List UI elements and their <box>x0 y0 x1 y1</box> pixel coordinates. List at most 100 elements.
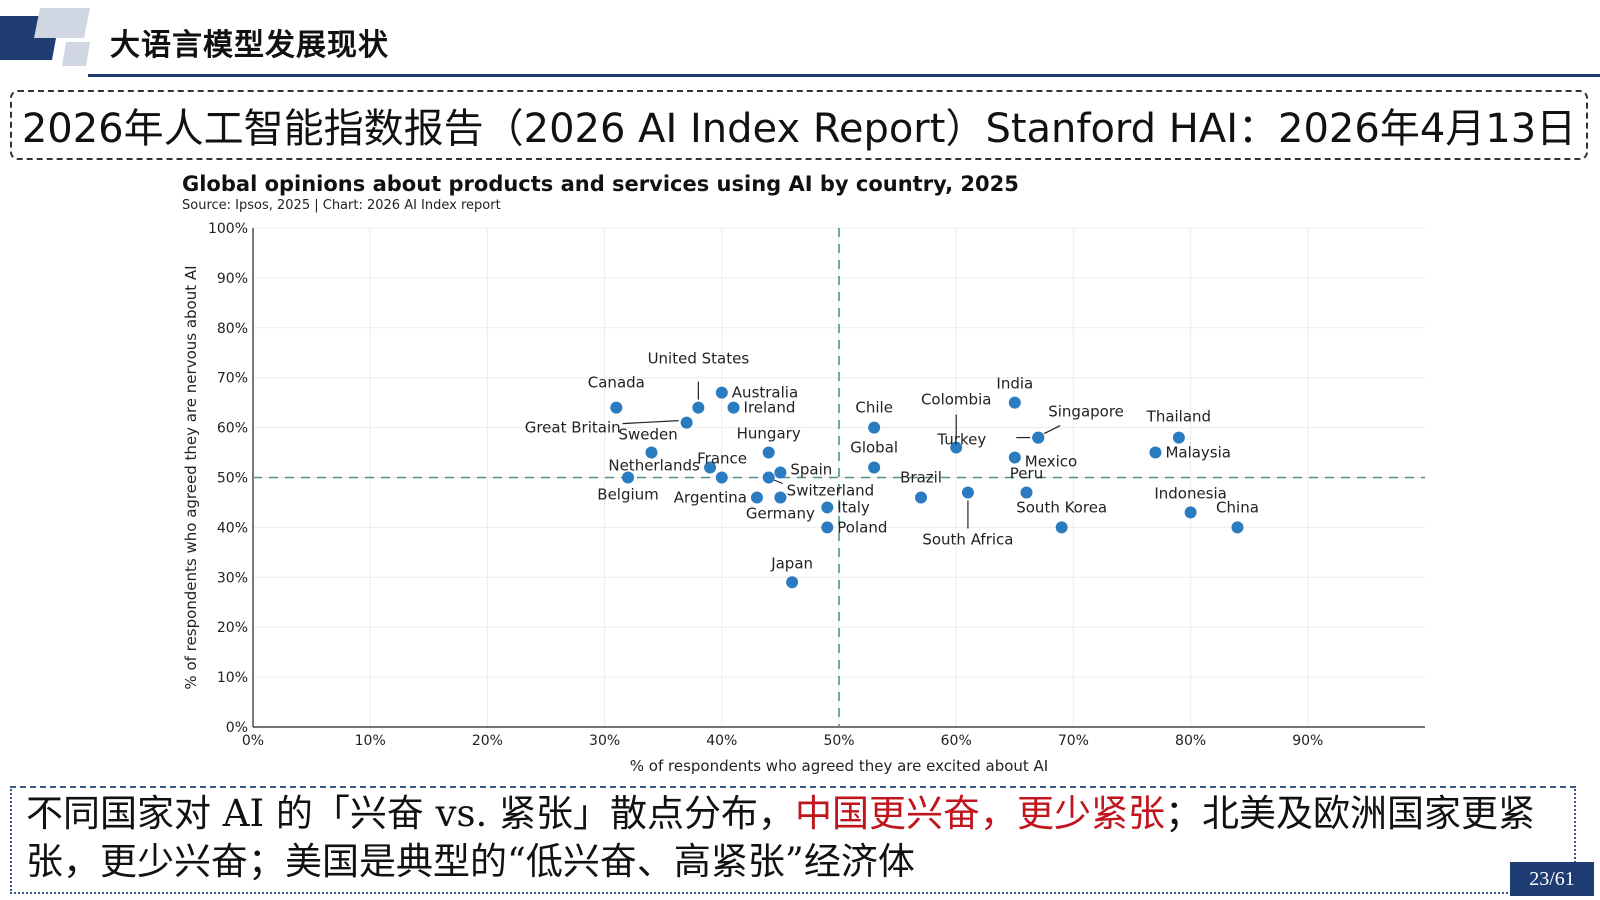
y-tick-label: 40% <box>217 520 248 536</box>
data-point <box>774 466 787 479</box>
data-point <box>1172 431 1185 444</box>
header-divider <box>88 74 1600 77</box>
point-label: Indonesia <box>1154 484 1227 502</box>
data-point <box>786 576 799 589</box>
data-point <box>1231 521 1244 534</box>
summary-note: 不同国家对 AI 的「兴奋 vs. 紧张」散点分布，中国更兴奋，更少紧张；北美及… <box>10 786 1576 894</box>
point-label: Ireland <box>744 399 796 417</box>
y-tick-label: 60% <box>217 421 248 437</box>
point-label: Malaysia <box>1165 444 1231 462</box>
data-point <box>762 471 775 484</box>
data-point <box>680 416 693 429</box>
point-label: Belgium <box>597 486 659 504</box>
data-point <box>622 471 635 484</box>
y-tick-label: 80% <box>217 321 248 337</box>
y-tick-label: 100% <box>208 221 248 237</box>
scatter-chart: 0% 10% 20% 30% 40% 50% 60% 70% 80% 90% 0% 10% 20% 30%… <box>182 221 1425 775</box>
data-point <box>915 491 928 504</box>
point-label: Mexico <box>1025 453 1077 471</box>
data-point <box>704 461 717 474</box>
point-label: Thailand <box>1146 408 1211 426</box>
y-tick-label: 0% <box>226 720 248 736</box>
chart-title: Global opinions about products and servi… <box>182 172 1019 196</box>
point-label: Spain <box>790 461 832 479</box>
data-point <box>715 386 728 399</box>
data-point <box>1008 451 1021 464</box>
data-point <box>727 401 740 414</box>
point-label: Chile <box>855 399 893 417</box>
x-tick-label: 60% <box>941 733 972 749</box>
point-label: Singapore <box>1048 403 1124 421</box>
data-point <box>950 441 963 454</box>
banner-box: 2026年人工智能指数报告（2026 AI Index Report）Stanf… <box>10 90 1588 160</box>
logo-mark <box>0 8 90 66</box>
point-label: Japan <box>770 554 813 572</box>
x-tick-label: 50% <box>823 733 854 749</box>
leader-line <box>772 478 783 485</box>
data-point <box>762 446 775 459</box>
x-axis-title: % of respondents who agreed they are exc… <box>630 757 1048 775</box>
header-title: 大语言模型发展现状 <box>110 28 389 63</box>
data-point <box>774 491 787 504</box>
data-point <box>961 486 974 499</box>
data-point <box>1032 431 1045 444</box>
point-label: Great Britain <box>525 419 621 437</box>
summary-part-2: ；北美及欧洲国家更紧张，更少兴奋；美国是典型的“低兴奋、高紧张”经济体 <box>26 792 1536 883</box>
data-point <box>1020 486 1033 499</box>
y-axis-title: % of respondents who agreed they are ner… <box>182 265 200 689</box>
chart-source: Source: Ipsos, 2025 | Chart: 2026 AI Ind… <box>182 198 501 213</box>
point-label: Sweden <box>618 426 677 444</box>
point-label: South Africa <box>922 530 1013 548</box>
data-point <box>610 401 623 414</box>
point-label: Hungary <box>737 425 801 443</box>
y-tick-label: 20% <box>217 620 248 636</box>
point-label: France <box>697 450 747 468</box>
data-point <box>645 446 658 459</box>
summary-text: 不同国家对 AI 的「兴奋 vs. 紧张」散点分布，中国更兴奋，更少紧张；北美及… <box>26 790 1560 886</box>
data-point <box>1008 396 1021 409</box>
x-tick-label: 80% <box>1175 733 1206 749</box>
point-label: United States <box>648 350 750 368</box>
y-tick-label: 90% <box>217 271 248 287</box>
x-tick-label: 90% <box>1292 733 1323 749</box>
y-tick-label: 30% <box>217 570 248 586</box>
data-point <box>1055 521 1068 534</box>
point-label: Poland <box>837 518 887 536</box>
point-label: Germany <box>746 504 815 522</box>
point-label: India <box>996 375 1033 393</box>
point-label: Australia <box>732 384 798 402</box>
point-label: Global <box>850 439 898 457</box>
data-point <box>868 461 881 474</box>
x-tick-label: 70% <box>1058 733 1089 749</box>
data-point <box>821 501 834 514</box>
point-label: China <box>1216 498 1259 516</box>
point-label: South Korea <box>1016 498 1107 516</box>
point-label: Peru <box>1010 464 1043 482</box>
leader-line <box>622 420 679 425</box>
data-point <box>692 401 705 414</box>
x-tick-label: 40% <box>706 733 737 749</box>
point-label: Italy <box>837 498 870 516</box>
summary-part-1: 不同国家对 AI 的「兴奋 vs. 紧张」散点分布， <box>26 792 796 835</box>
x-tick-label: 10% <box>355 733 386 749</box>
y-tick-label: 50% <box>217 471 248 487</box>
data-point <box>1149 446 1162 459</box>
x-tick-label: 30% <box>589 733 620 749</box>
data-point <box>821 521 834 534</box>
point-label: Turkey <box>936 431 986 449</box>
point-label: Argentina <box>674 488 747 506</box>
point-label: Colombia <box>921 391 992 409</box>
data-point <box>868 421 881 434</box>
data-point <box>715 471 728 484</box>
y-tick-label: 70% <box>217 371 248 387</box>
point-label: Switzerland <box>787 482 875 500</box>
x-tick-label: 20% <box>472 733 503 749</box>
data-point <box>750 491 763 504</box>
y-tick-label: 10% <box>217 670 248 686</box>
x-tick-label: 0% <box>242 733 264 749</box>
banner-title: 2026年人工智能指数报告（2026 AI Index Report）Stanf… <box>21 106 1577 152</box>
point-label: Netherlands <box>608 457 700 475</box>
page-number: 23/61 <box>1510 862 1594 896</box>
data-point <box>1184 506 1197 519</box>
point-label: Brazil <box>900 468 942 486</box>
